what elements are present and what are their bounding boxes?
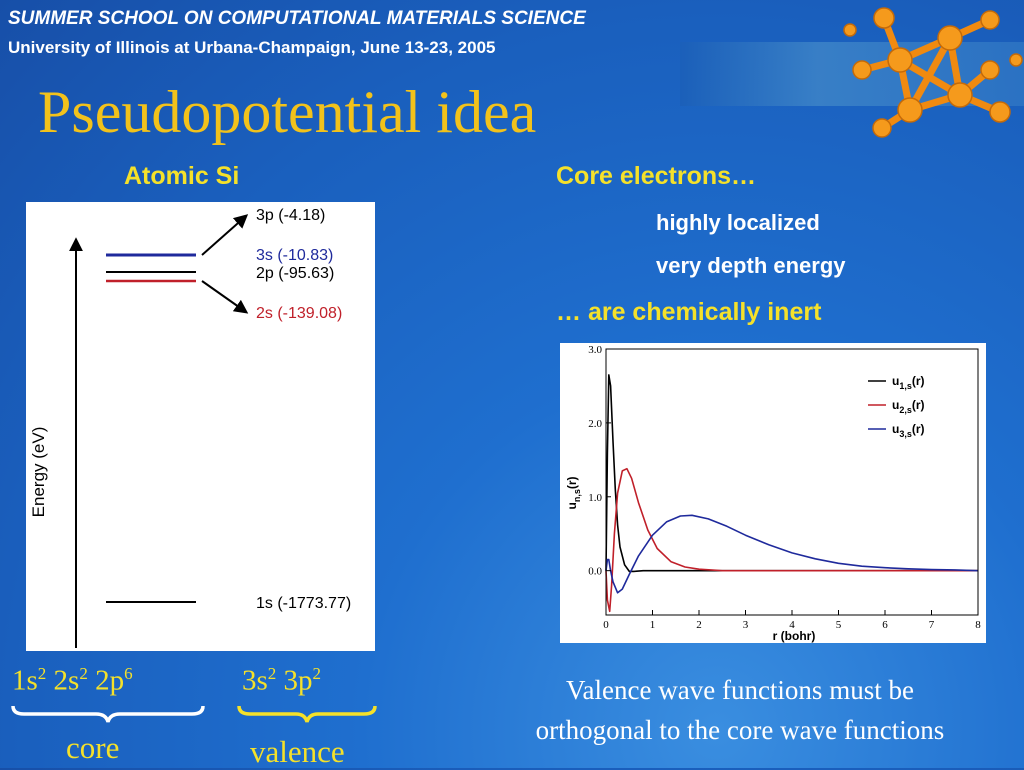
note-line-1: Valence wave functions must be — [566, 675, 914, 705]
molecule-logo-icon — [843, 7, 1023, 138]
slide-title: Pseudopotential idea — [38, 79, 537, 145]
note-line-2: orthogonal to the core wave functions — [535, 715, 945, 745]
level-label-3s: 3s (-10.83) — [256, 247, 333, 264]
x-tick-label: 2 — [696, 619, 702, 631]
valence-label: valence — [250, 734, 345, 769]
legend-label-1: u1,s(r) — [892, 374, 925, 391]
energy-level-diagram: Energy (eV) 3p (-4.18) 3s (-10.83) 2p (-… — [26, 202, 375, 651]
x-tick-label: 4 — [789, 619, 795, 631]
split-arrow-up — [201, 214, 249, 256]
school-title: SUMMER SCHOOL ON COMPUTATIONAL MATERIALS… — [8, 8, 586, 29]
chart-x-label: r (bohr) — [773, 629, 816, 643]
energy-axis-label: Energy (eV) — [29, 427, 48, 518]
x-tick-label: 3 — [743, 619, 749, 631]
orthogonality-note: Valence wave functions must be orthogona… — [470, 670, 1010, 750]
x-tick-label: 7 — [929, 619, 935, 631]
y-tick-label: 1.0 — [588, 492, 602, 504]
valence-brace-icon — [237, 705, 377, 723]
series-line-2 — [605, 467, 978, 613]
core-label: core — [66, 730, 120, 765]
series-line-3 — [605, 514, 979, 594]
chart-frame — [605, 348, 979, 616]
legend-label-3: u3,s(r) — [892, 422, 925, 439]
y-tick-label: 2.0 — [588, 418, 602, 430]
wavefunction-chart: 0 1 2 3 4 5 6 7 8 0.0 1.0 2.0 3.0 u1,s(r) u2,s(r) u3,s… — [560, 343, 986, 643]
x-tick-label: 6 — [882, 619, 888, 631]
level-label-1s: 1s (-1773.77) — [256, 595, 351, 612]
level-label-3p: 3p (-4.18) — [256, 207, 325, 224]
y-tick-label: 0.0 — [588, 566, 602, 578]
chemically-inert-text: … are chemically inert — [556, 298, 822, 326]
core-property-energy: very depth energy — [656, 253, 846, 278]
chart-y-label: un,s(r) — [565, 476, 582, 509]
school-subtitle: University of Illinois at Urbana-Champai… — [8, 38, 496, 57]
y-tick-label: 3.0 — [588, 344, 602, 356]
atomic-si-heading: Atomic Si — [124, 162, 240, 190]
core-electrons-heading: Core electrons… — [556, 162, 757, 190]
level-label-2s: 2s (-139.08) — [256, 305, 342, 322]
legend-label-2: u2,s(r) — [892, 398, 925, 415]
x-tick-label: 1 — [650, 619, 656, 631]
x-tick-label: 5 — [836, 619, 842, 631]
valence-configuration: 3s2 3p2 — [242, 664, 322, 697]
x-tick-label: 0 — [603, 619, 609, 631]
level-label-2p: 2p (-95.63) — [256, 265, 334, 282]
core-configuration: 1s2 2s2 2p6 — [12, 664, 133, 697]
core-brace-icon — [11, 705, 205, 723]
x-tick-label: 8 — [975, 619, 981, 631]
series-line-1 — [605, 374, 978, 573]
split-arrow-down — [201, 280, 249, 314]
core-property-localized: highly localized — [656, 210, 820, 235]
